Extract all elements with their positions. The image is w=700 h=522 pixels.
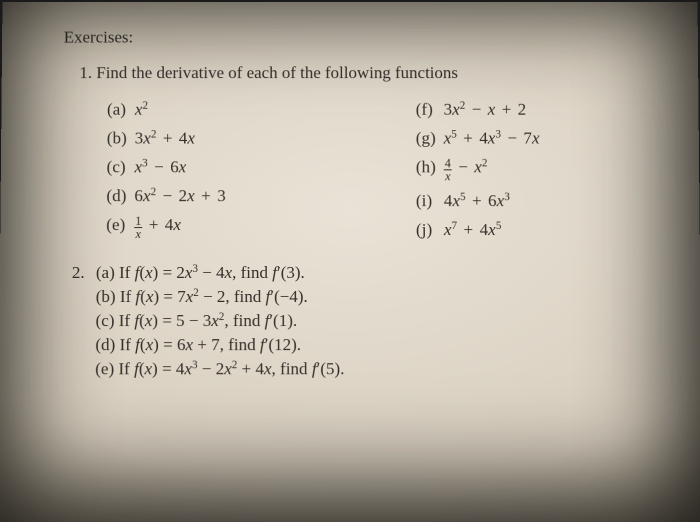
q2-item-label: (c) xyxy=(96,311,119,330)
item-expression: 3x2 + 4x xyxy=(135,128,195,147)
q1-text: Find the derivative of each of the follo… xyxy=(96,63,458,82)
item-label: (c) xyxy=(107,157,135,177)
q2-item: 2.(a) If f(x) = 2x3 − 4x, find f′(3). xyxy=(72,263,648,283)
page: Exercises: 1. Find the derivative of eac… xyxy=(16,8,685,513)
item-expression: 6x2 − 2x + 3 xyxy=(134,186,226,205)
item-label: (e) xyxy=(106,215,134,235)
item-expression: x2 xyxy=(135,99,148,118)
item-expression: x7 + 4x5 xyxy=(444,220,502,239)
item-label: (h) xyxy=(416,158,444,178)
q2-item: (c) If f(x) = 5 − 3x2, find f′(1). xyxy=(71,311,648,331)
question-1-prompt: 1. Find the derivative of each of the fo… xyxy=(79,63,646,83)
exercise-item: (a)x2 xyxy=(107,99,416,119)
question-2: 2.(a) If f(x) = 2x3 − 4x, find f′(3). (b)… xyxy=(61,263,649,380)
item-expression: 1x + 4x xyxy=(134,215,181,234)
photo-frame: Exercises: 1. Find the derivative of eac… xyxy=(0,2,700,522)
item-label: (d) xyxy=(106,186,134,206)
q2-item-text: If f(x) = 4x3 − 2x2 + 4x, find f′(5). xyxy=(118,359,344,378)
item-label: (a) xyxy=(107,99,135,119)
q2-item: (d) If f(x) = 6x + 7, find f′(12). xyxy=(71,335,648,355)
q2-number: 2. xyxy=(72,263,96,283)
item-label: (g) xyxy=(416,128,444,148)
q2-item-label: (d) xyxy=(95,335,119,354)
q1-right-column: (f)3x2 − x + 2(g)x5 + 4x3 − 7x(h)4x − x2… xyxy=(416,95,540,245)
item-expression: 4x − x2 xyxy=(444,158,488,177)
exercises-header: Exercises: xyxy=(64,28,647,48)
q2-item: (e) If f(x) = 4x3 − 2x2 + 4x, find f′(5)… xyxy=(71,359,649,379)
exercise-item: (i)4x5 + 6x3 xyxy=(416,191,540,211)
q2-item: (b) If f(x) = 7x2 − 2, find f′(−4). xyxy=(72,287,649,307)
item-expression: x5 + 4x3 − 7x xyxy=(444,128,540,147)
item-expression: 3x2 − x + 2 xyxy=(444,99,527,118)
exercise-item: (d)6x2 − 2x + 3 xyxy=(106,186,416,206)
exercise-item: (h)4x − x2 xyxy=(416,157,540,182)
item-label: (f) xyxy=(416,99,444,119)
q2-item-label: (e) xyxy=(95,359,118,378)
q2-item-text: If f(x) = 7x2 − 2, find f′(−4). xyxy=(120,287,308,306)
q1-columns: (a)x2(b)3x2 + 4x(c)x3 − 6x(d)6x2 − 2x + … xyxy=(106,95,648,245)
q2-item-text: If f(x) = 5 − 3x2, find f′(1). xyxy=(119,311,297,330)
item-expression: 4x5 + 6x3 xyxy=(444,191,510,210)
exercise-item: (e)1x + 4x xyxy=(106,215,416,240)
item-label: (i) xyxy=(416,191,444,211)
item-label: (b) xyxy=(107,128,135,148)
item-label: (j) xyxy=(416,220,444,240)
exercise-item: (c)x3 − 6x xyxy=(107,157,416,177)
exercise-item: (f)3x2 − x + 2 xyxy=(416,99,540,119)
q2-item-label: (a) xyxy=(96,263,119,282)
q1-left-column: (a)x2(b)3x2 + 4x(c)x3 − 6x(d)6x2 − 2x + … xyxy=(106,95,416,245)
q2-item-text: If f(x) = 6x + 7, find f′(12). xyxy=(119,335,301,354)
q2-item-label: (b) xyxy=(96,287,120,306)
q2-item-text: If f(x) = 2x3 − 4x, find f′(3). xyxy=(119,263,305,282)
exercise-item: (j)x7 + 4x5 xyxy=(416,220,540,240)
exercise-item: (b)3x2 + 4x xyxy=(107,128,416,148)
item-expression: x3 − 6x xyxy=(135,157,187,176)
q1-number: 1. xyxy=(79,63,92,82)
exercise-item: (g)x5 + 4x3 − 7x xyxy=(416,128,540,148)
